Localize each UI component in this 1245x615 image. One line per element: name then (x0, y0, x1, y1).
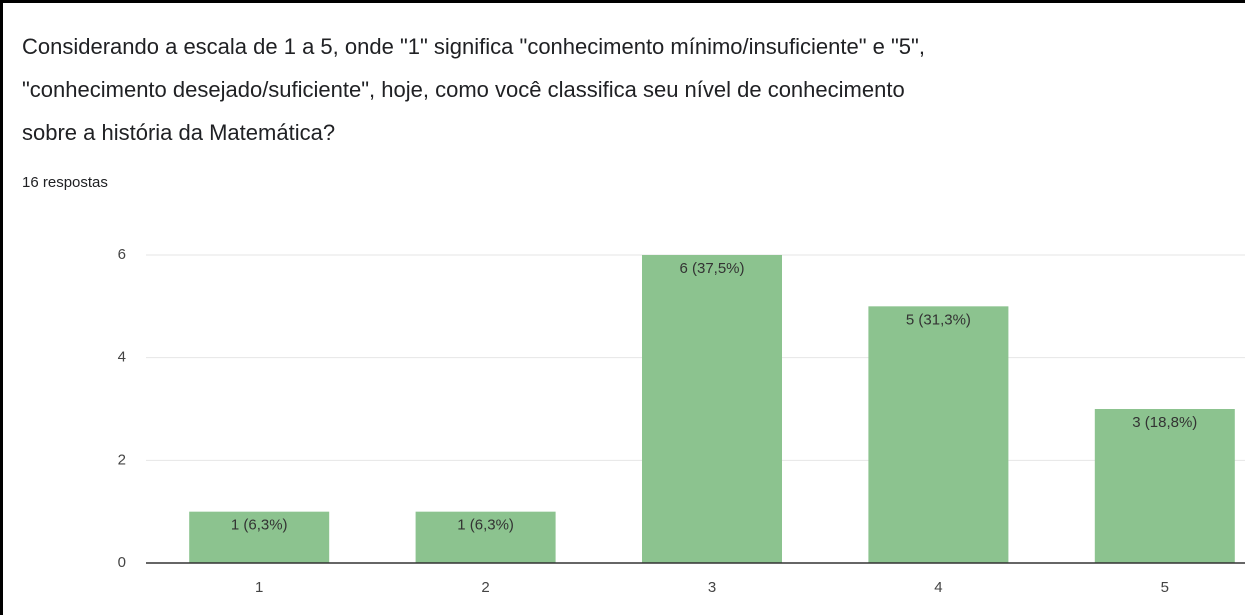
bar (415, 511, 556, 563)
bar (189, 511, 330, 563)
response-count: 16 respostas (22, 174, 108, 191)
chart-title: "conhecimento desejado/suficiente", hoje… (22, 77, 905, 102)
bar (868, 306, 1009, 563)
value-label: 5 (31,3%) (906, 311, 971, 328)
x-tick-label: 3 (708, 579, 716, 596)
y-tick-label: 6 (118, 246, 126, 263)
y-tick-label: 2 (118, 451, 126, 468)
x-tick-label: 5 (1161, 579, 1169, 596)
chart-title: Considerando a escala de 1 a 5, onde "1"… (22, 34, 925, 59)
value-label: 1 (6,3%) (231, 517, 288, 534)
value-label: 6 (37,5%) (679, 260, 744, 277)
y-tick-label: 0 (118, 554, 126, 571)
x-tick-label: 1 (255, 579, 263, 596)
bar (1094, 409, 1235, 563)
chart-title: sobre a história da Matemática? (22, 120, 335, 145)
bar (642, 255, 782, 563)
y-tick-label: 4 (118, 349, 126, 366)
x-tick-label: 2 (481, 579, 489, 596)
value-label: 1 (6,3%) (457, 517, 514, 534)
value-label: 3 (18,8%) (1132, 414, 1197, 431)
x-tick-label: 4 (934, 579, 942, 596)
